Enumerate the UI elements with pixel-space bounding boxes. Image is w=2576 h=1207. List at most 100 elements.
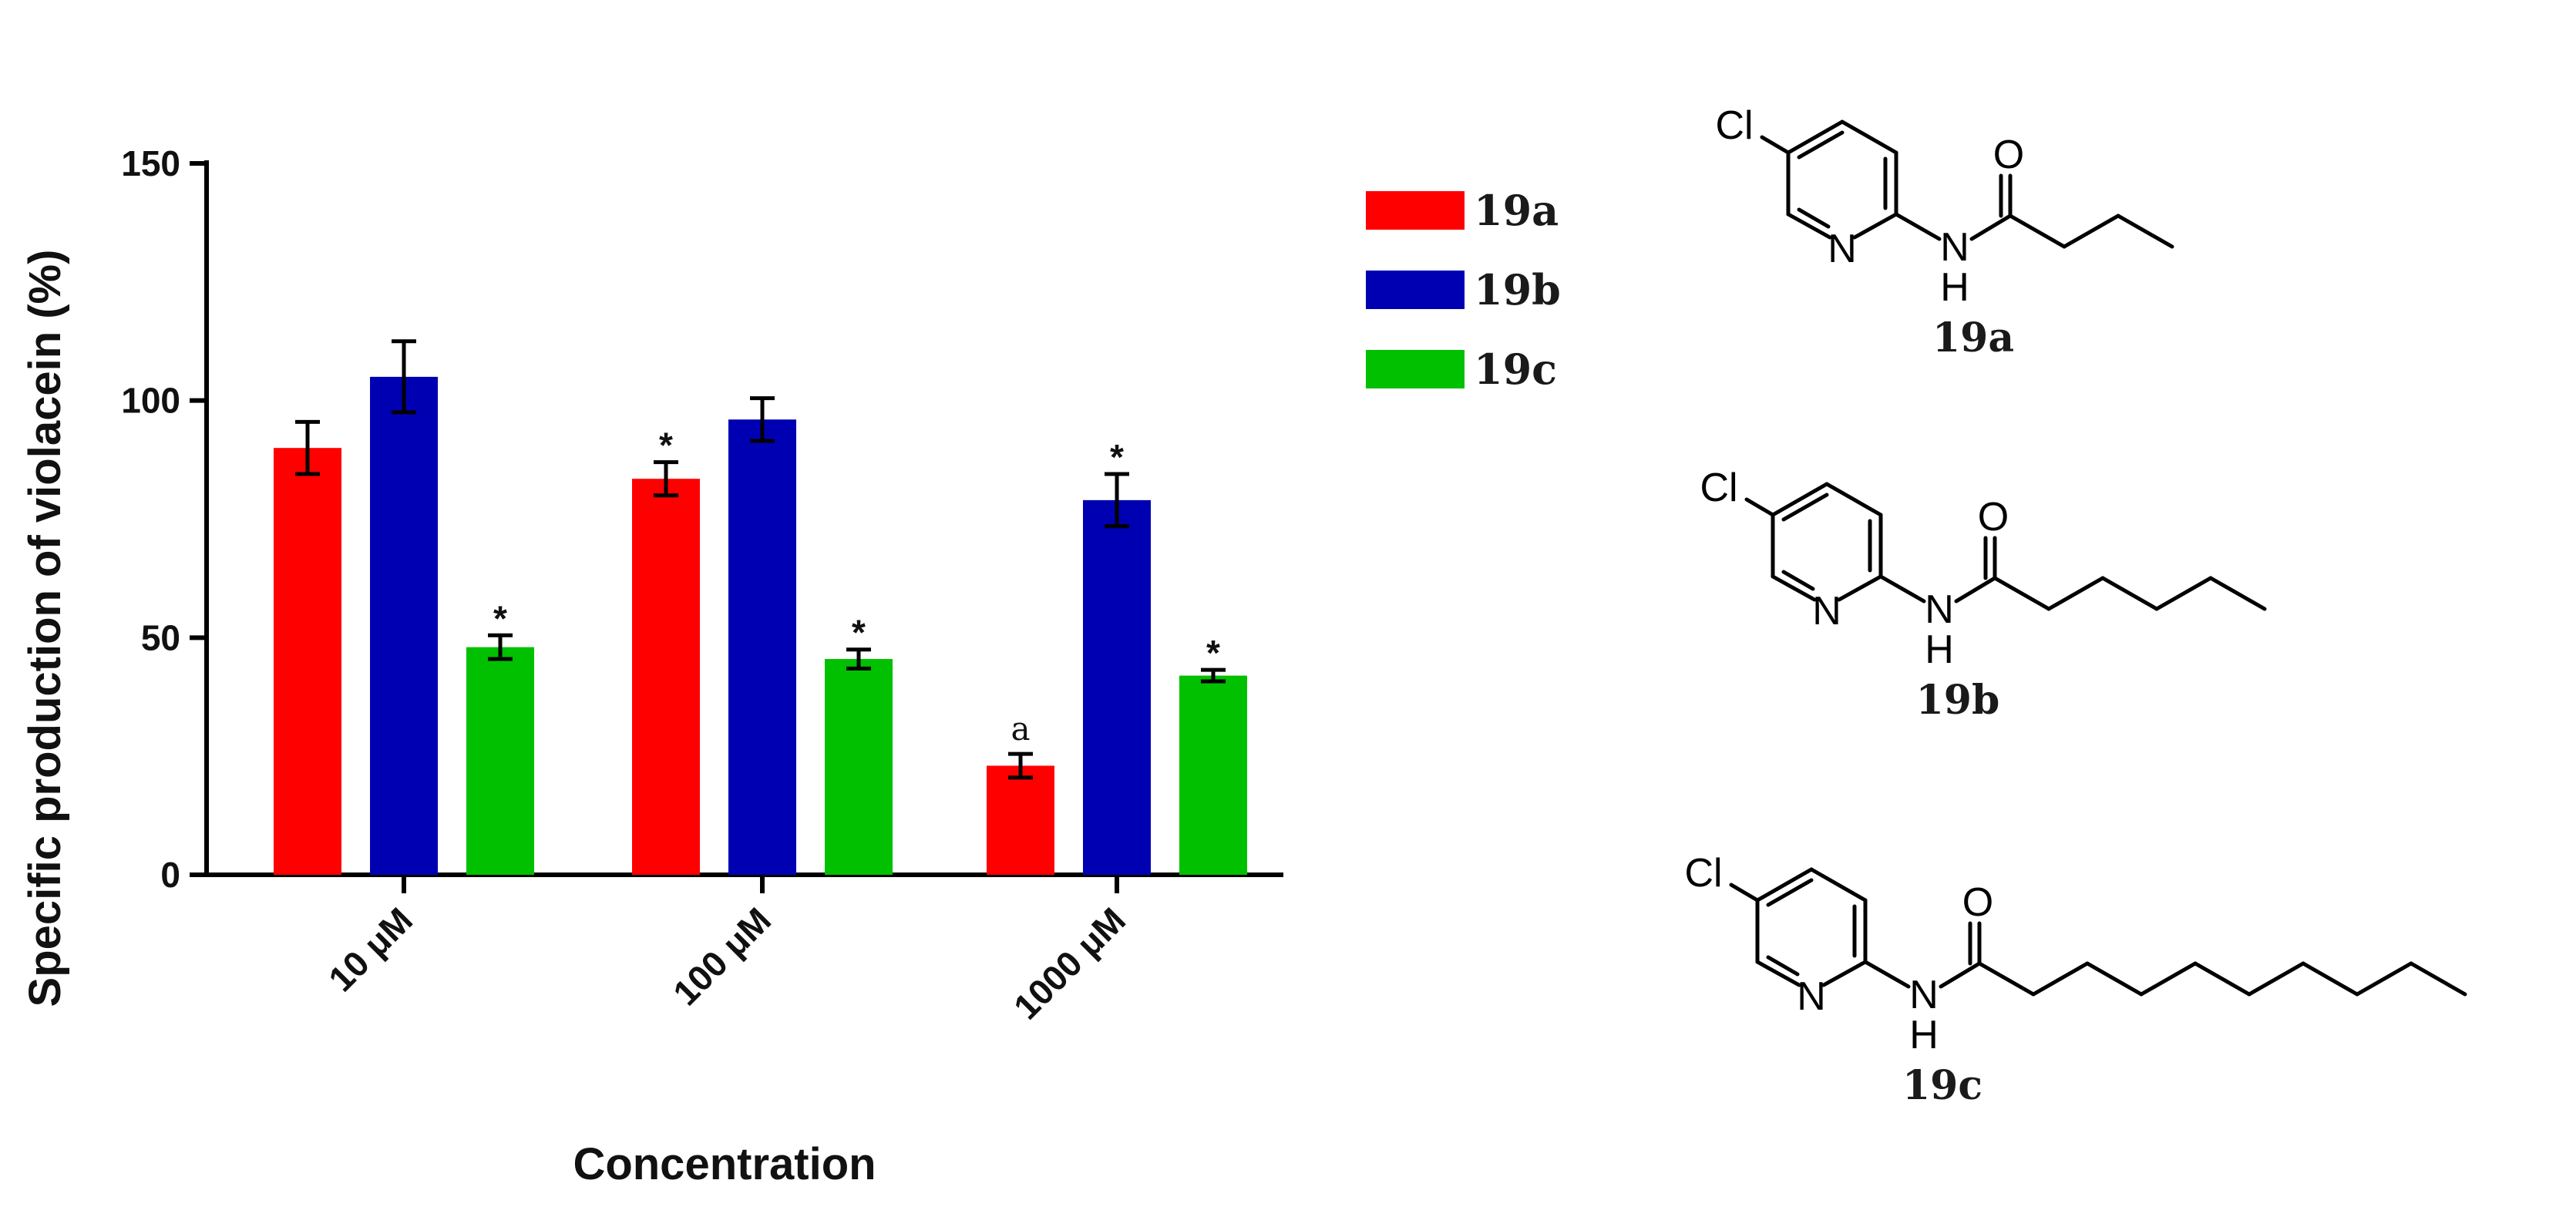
x-axis-title: Concentration xyxy=(573,1139,876,1189)
atom-n-amide: N xyxy=(1940,225,1969,270)
bond xyxy=(1809,867,1868,903)
legend-label: 19a xyxy=(1474,186,1559,235)
bond xyxy=(2062,213,2120,249)
bond xyxy=(1766,878,1814,907)
bars: * * * a * * xyxy=(274,339,1247,875)
bond xyxy=(1744,497,1775,517)
legend: 19a 19b 19c xyxy=(1366,186,1561,394)
y-tick-label: 0 xyxy=(160,855,180,895)
legend-label: 19c xyxy=(1474,345,1557,394)
bond xyxy=(1954,576,1997,604)
bond xyxy=(1852,212,1898,240)
bond xyxy=(2208,576,2267,611)
x-tick-label: 1000 μM xyxy=(1006,899,1133,1027)
significance-mark: * xyxy=(659,425,673,466)
bond xyxy=(1786,119,1845,155)
bond xyxy=(1863,960,1911,989)
bond xyxy=(2409,961,2467,997)
legend-swatch xyxy=(1366,191,1465,230)
atom-o: O xyxy=(1962,880,1993,925)
bond xyxy=(2008,213,2067,249)
atom-h: H xyxy=(1940,265,1969,310)
bond xyxy=(1755,867,1814,903)
bond xyxy=(1771,574,1817,602)
significance-mark: * xyxy=(1110,437,1124,477)
atom-n: N xyxy=(1797,974,1826,1019)
atom-o: O xyxy=(1978,495,2009,540)
atom-n-amide: N xyxy=(1909,973,1939,1017)
bond xyxy=(1760,135,1791,155)
molecule-label: 19a xyxy=(1932,314,2014,361)
bond xyxy=(1939,961,1982,989)
bar xyxy=(274,448,341,875)
significance-mark: * xyxy=(1206,633,1220,673)
bar-chart: * * * a * * 0 50 100 150 10 μM 100 μM 1000 μM Spec… xyxy=(20,143,1561,1189)
atom-cl: Cl xyxy=(1684,851,1722,896)
y-tick-labels: 0 50 100 150 xyxy=(121,143,180,895)
bond xyxy=(2046,576,2105,611)
atom-n-amide: N xyxy=(1925,587,1954,632)
significance-mark: a xyxy=(1011,710,1030,748)
bond xyxy=(2193,961,2251,997)
legend-swatch xyxy=(1366,350,1465,388)
y-tick-label: 150 xyxy=(121,143,180,183)
bond xyxy=(2116,213,2174,249)
atom-n: N xyxy=(1812,589,1841,634)
atom-h: H xyxy=(1925,627,1954,672)
legend-swatch xyxy=(1366,271,1465,309)
atom-n: N xyxy=(1828,227,1857,271)
y-axis-title: Specific production of violacein (%) xyxy=(20,250,70,1007)
bond xyxy=(1755,960,1801,987)
bond xyxy=(1824,482,1883,517)
bond xyxy=(1786,212,1832,240)
bar xyxy=(987,765,1054,875)
bond xyxy=(2301,961,2359,997)
bond xyxy=(1781,493,1829,522)
legend-label: 19b xyxy=(1474,265,1561,314)
bar xyxy=(632,479,700,875)
bond xyxy=(1894,212,1942,241)
bond xyxy=(2154,576,2213,611)
y-tick-label: 100 xyxy=(121,381,180,421)
bar xyxy=(825,659,893,875)
bar xyxy=(370,376,438,875)
bond xyxy=(1977,961,2036,997)
bond xyxy=(1781,570,1815,591)
x-tick-label: 100 μM xyxy=(665,899,779,1013)
bond xyxy=(1797,130,1845,160)
bar xyxy=(466,647,534,875)
bond xyxy=(1729,883,1760,903)
bond xyxy=(2100,576,2159,611)
bond xyxy=(2139,961,2198,997)
significance-mark: * xyxy=(493,598,507,638)
bar xyxy=(1083,499,1151,875)
bond xyxy=(2247,961,2305,997)
molecule-label: 19b xyxy=(1916,677,2000,724)
atom-o: O xyxy=(1993,133,2024,177)
bond xyxy=(1797,207,1831,229)
bond xyxy=(1766,955,1800,977)
atom-cl: Cl xyxy=(1715,103,1753,148)
bond xyxy=(2031,961,2090,997)
atom-h: H xyxy=(1909,1013,1939,1057)
bond xyxy=(1840,119,1898,155)
bond xyxy=(2085,961,2144,997)
bar xyxy=(1179,675,1247,875)
molecule-label: 19c xyxy=(1902,1062,1982,1109)
bond xyxy=(1821,960,1868,987)
bond xyxy=(1878,574,1926,604)
bond xyxy=(1771,482,1829,517)
x-tick-labels: 10 μM 100 μM 1000 μM xyxy=(321,899,1133,1027)
significance-mark: * xyxy=(852,613,866,653)
y-tick-label: 50 xyxy=(141,617,180,657)
bond xyxy=(1969,213,2013,241)
atom-cl: Cl xyxy=(1700,466,1737,510)
bond xyxy=(1837,574,1883,602)
bond xyxy=(2355,961,2413,997)
bar xyxy=(728,419,796,875)
